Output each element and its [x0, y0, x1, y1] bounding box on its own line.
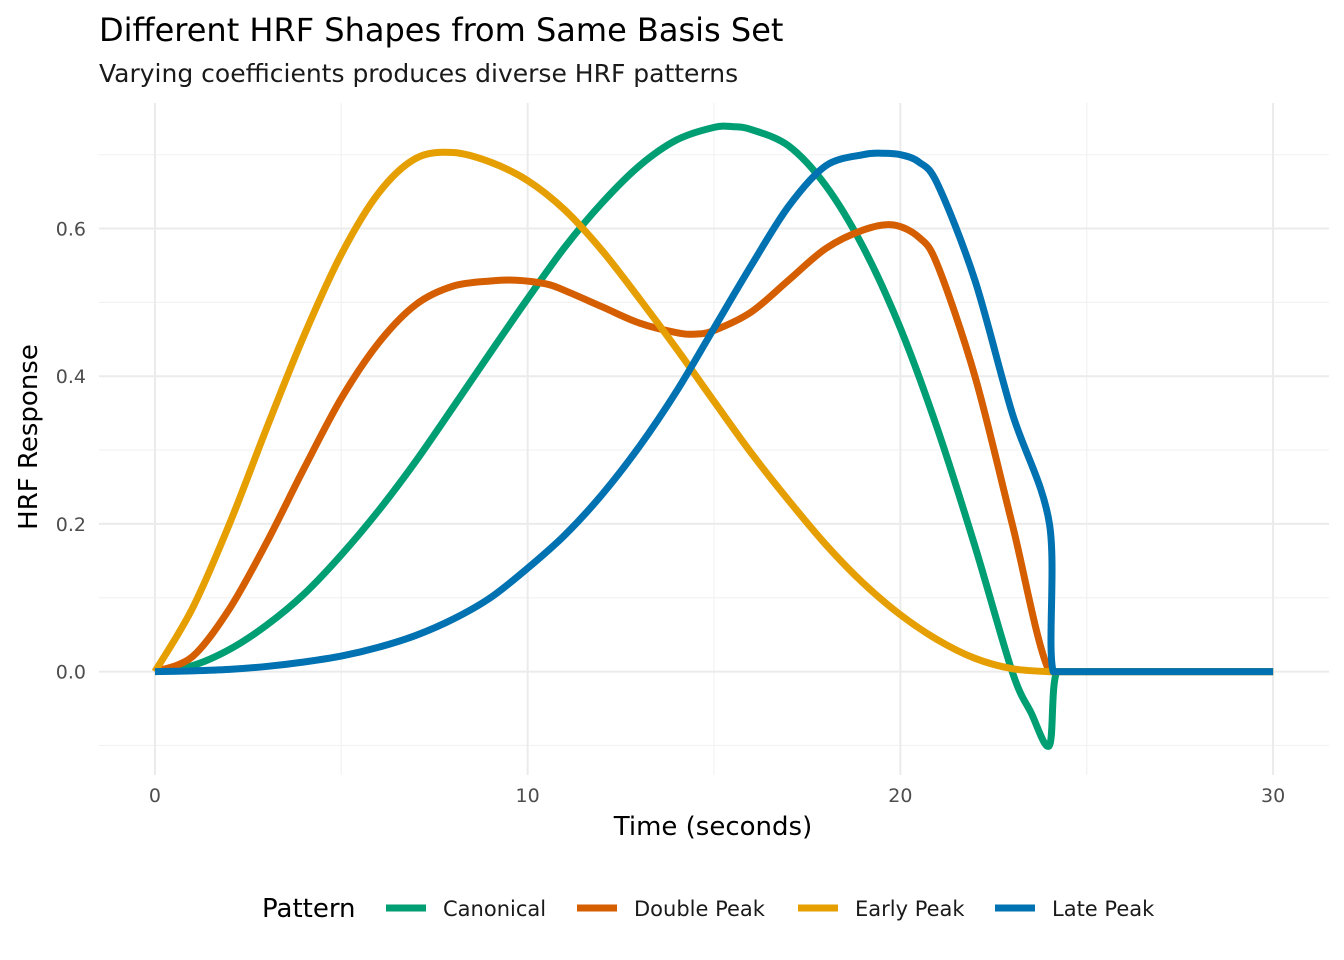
- chart-title: Different HRF Shapes from Same Basis Set: [99, 11, 783, 49]
- legend-items: Canonical Double Peak Early Peak Late Peak: [386, 897, 1155, 921]
- legend-item-double-peak: Double Peak: [577, 897, 766, 921]
- y-tick-label: 0.6: [56, 219, 86, 241]
- x-tick-label: 20: [888, 785, 912, 807]
- series-line-late-peak: [154, 149, 1274, 676]
- legend-label-early-peak: Early Peak: [855, 897, 965, 921]
- legend-item-canonical: Canonical: [386, 897, 546, 921]
- legend-item-late-peak: Late Peak: [995, 897, 1155, 921]
- y-tick-label: 0.4: [56, 366, 86, 388]
- legend-item-early-peak: Early Peak: [798, 897, 965, 921]
- series-lines: [151, 122, 1274, 750]
- x-axis-ticks: 0 10 20 30: [149, 785, 1285, 807]
- chart-subtitle: Varying coefficients produces diverse HR…: [99, 59, 738, 88]
- x-tick-label: 0: [149, 785, 161, 807]
- legend-label-double-peak: Double Peak: [634, 897, 766, 921]
- x-axis-title: Time (seconds): [613, 812, 812, 842]
- legend-title: Pattern: [262, 894, 356, 924]
- legend-label-late-peak: Late Peak: [1052, 897, 1155, 921]
- y-tick-label: 0.2: [56, 514, 86, 536]
- x-tick-label: 30: [1261, 785, 1285, 807]
- x-tick-label: 10: [516, 785, 540, 807]
- legend: Pattern Canonical Double Peak Early Peak La…: [262, 894, 1155, 924]
- legend-label-canonical: Canonical: [443, 897, 546, 921]
- y-tick-label: 0.0: [56, 662, 86, 684]
- y-axis-title: HRF Response: [14, 344, 44, 530]
- y-axis-ticks: 0.0 0.2 0.4 0.6: [56, 219, 86, 684]
